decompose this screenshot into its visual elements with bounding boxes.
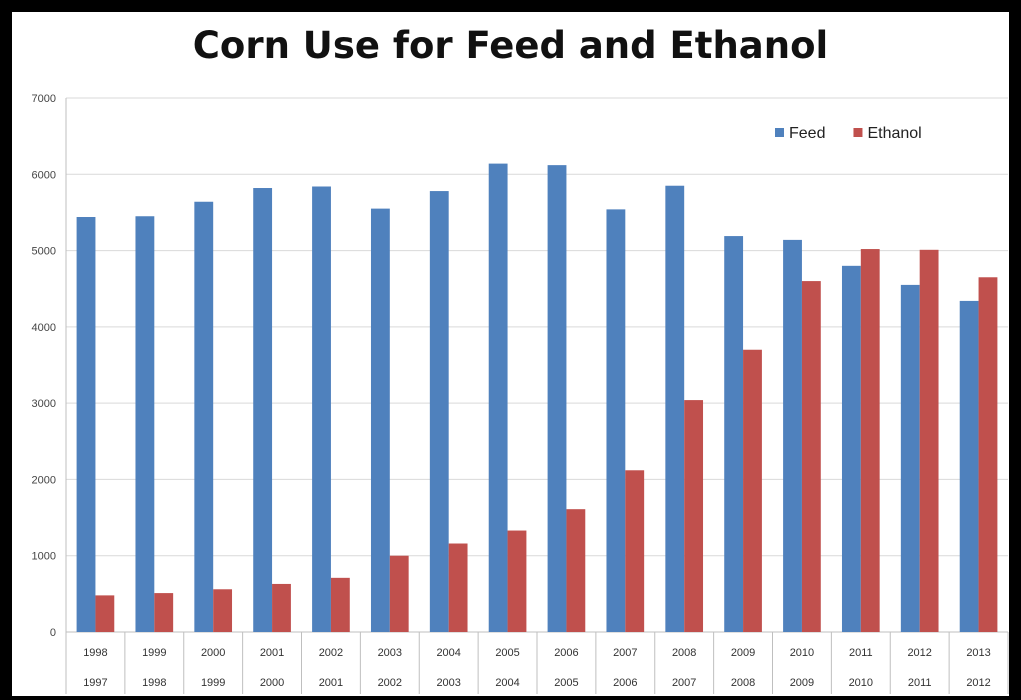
bar-feed-2003 xyxy=(370,208,390,632)
x-category-label-top: 2008 xyxy=(672,647,696,659)
y-tick-label: 3000 xyxy=(32,398,56,410)
bar-ethanol-2004 xyxy=(448,543,468,632)
y-tick-label: 6000 xyxy=(32,169,56,181)
bar-ethanol-2008 xyxy=(684,400,704,632)
bar-feed-2005 xyxy=(488,163,508,632)
bar-ethanol-2002 xyxy=(330,577,350,632)
x-category-label-top: 2003 xyxy=(378,647,402,659)
bar-ethanol-2011 xyxy=(860,249,880,632)
legend-swatch-feed xyxy=(775,128,784,137)
y-tick-label: 0 xyxy=(50,627,56,639)
x-category-label-top: 2001 xyxy=(260,647,284,659)
x-category-label-top: 2002 xyxy=(319,647,343,659)
legend-label-feed: Feed xyxy=(789,125,825,142)
y-tick-label: 4000 xyxy=(32,322,56,334)
y-tick-label: 5000 xyxy=(32,246,56,258)
legend-swatch-ethanol xyxy=(853,128,863,137)
legend-label-ethanol: Ethanol xyxy=(867,125,921,142)
x-category-label-top: 2012 xyxy=(907,647,931,659)
bar-feed-2006 xyxy=(547,165,567,633)
y-tick-label: 7000 xyxy=(32,93,56,105)
x-category-label-bottom: 1997 xyxy=(83,677,107,689)
bar-feed-2007 xyxy=(606,209,626,632)
x-category-label-bottom: 2010 xyxy=(849,677,873,689)
x-category-label-bottom: 2011 xyxy=(908,677,932,689)
bar-feed-2000 xyxy=(194,201,214,632)
x-category-label-top: 2010 xyxy=(790,647,814,659)
bar-ethanol-2000 xyxy=(213,589,233,632)
bar-feed-2012 xyxy=(900,284,920,632)
x-category-label-top: 2013 xyxy=(966,647,990,659)
x-category-label-top: 2000 xyxy=(201,647,225,659)
bar-ethanol-2003 xyxy=(389,555,409,632)
x-category-label-bottom: 1999 xyxy=(201,677,225,689)
bar-ethanol-2013 xyxy=(978,277,998,632)
bar-feed-2009 xyxy=(724,236,744,632)
bar-ethanol-2010 xyxy=(801,281,821,632)
bar-feed-2010 xyxy=(783,239,802,633)
x-category-label-bottom: 2004 xyxy=(495,677,519,689)
x-category-label-top: 2004 xyxy=(436,647,460,659)
bar-feed-1999 xyxy=(135,216,155,632)
bar-ethanol-2007 xyxy=(625,470,645,632)
chart-title: Corn Use for Feed and Ethanol xyxy=(192,24,829,67)
x-category-label-bottom: 2007 xyxy=(672,677,696,689)
bar-ethanol-2009 xyxy=(743,349,762,632)
bar-ethanol-1999 xyxy=(154,593,174,632)
bar-ethanol-2012 xyxy=(919,249,939,632)
x-category-label-bottom: 2002 xyxy=(378,677,402,689)
x-category-label-bottom: 2005 xyxy=(554,677,578,689)
x-category-label-top: 2009 xyxy=(731,647,755,659)
bar-feed-2013 xyxy=(959,300,979,632)
x-category-label-top: 2011 xyxy=(849,647,873,659)
bar-feed-1998 xyxy=(76,217,96,632)
x-category-label-top: 1999 xyxy=(142,647,166,659)
x-category-label-bottom: 2008 xyxy=(731,677,755,689)
x-category-label-top: 2005 xyxy=(495,647,519,659)
x-category-label-bottom: 2009 xyxy=(790,677,814,689)
bar-ethanol-2005 xyxy=(507,530,527,632)
x-category-label-bottom: 2000 xyxy=(260,677,284,689)
x-category-label-top: 2007 xyxy=(613,647,637,659)
bar-feed-2004 xyxy=(429,191,449,632)
x-category-label-top: 1998 xyxy=(83,647,107,659)
y-tick-label: 2000 xyxy=(32,474,56,486)
bar-feed-2002 xyxy=(312,186,331,632)
bar-ethanol-2006 xyxy=(566,509,586,632)
y-tick-label: 1000 xyxy=(32,551,56,563)
bar-feed-2008 xyxy=(665,185,685,632)
bar-feed-2011 xyxy=(841,265,861,632)
x-category-label-bottom: 2001 xyxy=(319,677,343,689)
x-category-label-bottom: 2003 xyxy=(436,677,460,689)
bar-ethanol-2001 xyxy=(272,583,291,632)
bar-ethanol-1998 xyxy=(95,595,115,632)
x-category-label-bottom: 1998 xyxy=(142,677,166,689)
x-category-label-bottom: 2006 xyxy=(613,677,637,689)
x-category-label-bottom: 2012 xyxy=(966,677,990,689)
x-category-label-top: 2006 xyxy=(554,647,578,659)
bar-feed-2001 xyxy=(253,188,273,632)
